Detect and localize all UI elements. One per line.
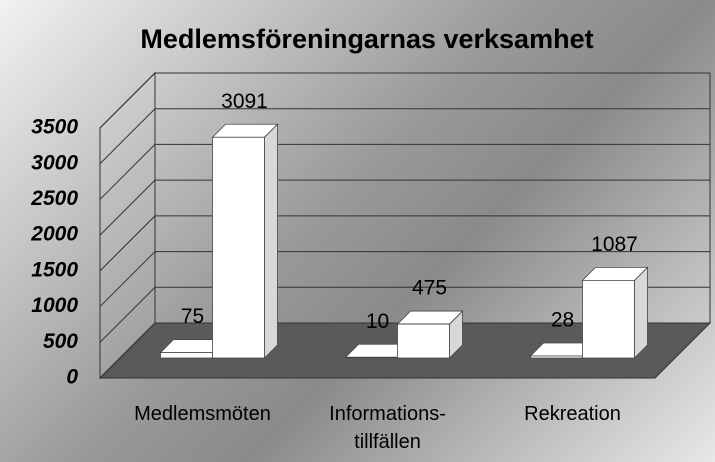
x-tick-label: Medlemsmöten bbox=[134, 403, 271, 425]
x-tick-label: Informations- tillfällen bbox=[329, 403, 446, 453]
x-tick-label: Rekreation bbox=[524, 403, 621, 425]
y-tick-label: 0 bbox=[66, 366, 78, 389]
bar-side bbox=[634, 266, 648, 359]
value-label: 475 bbox=[412, 277, 447, 300]
grid-line bbox=[99, 322, 710, 379]
value-label: 1087 bbox=[591, 233, 638, 256]
value-label: 3091 bbox=[221, 90, 268, 113]
value-label: 75 bbox=[181, 305, 204, 328]
y-tick-label: 1000 bbox=[31, 294, 78, 317]
y-tick-label: 3000 bbox=[31, 151, 78, 174]
bar bbox=[396, 310, 464, 359]
chart-title: Medlemsföreningarnas verksamhet bbox=[140, 24, 593, 54]
grid-line bbox=[99, 179, 710, 236]
bar-front bbox=[160, 352, 213, 359]
y-tick-label: 2000 bbox=[30, 223, 78, 246]
grid-line bbox=[99, 286, 710, 343]
value-label: 10 bbox=[366, 310, 389, 333]
bar-front bbox=[345, 356, 398, 359]
bar bbox=[211, 123, 279, 359]
y-tick-label: 500 bbox=[43, 330, 78, 353]
bar bbox=[581, 266, 649, 359]
bar-side bbox=[264, 123, 278, 359]
value-label: 28 bbox=[551, 309, 574, 332]
grid-line bbox=[99, 143, 710, 200]
grid-line bbox=[99, 215, 710, 272]
y-tick-label: 2500 bbox=[30, 187, 78, 210]
y-tick-label: 3500 bbox=[31, 116, 78, 139]
grid-line bbox=[99, 108, 710, 165]
grid-line bbox=[99, 72, 710, 129]
bar-front bbox=[397, 323, 450, 359]
y-tick-label: 1500 bbox=[31, 258, 78, 281]
bar-front bbox=[582, 279, 635, 359]
bar-front bbox=[212, 136, 265, 359]
bar-front bbox=[530, 355, 583, 359]
grid-line bbox=[99, 251, 710, 307]
